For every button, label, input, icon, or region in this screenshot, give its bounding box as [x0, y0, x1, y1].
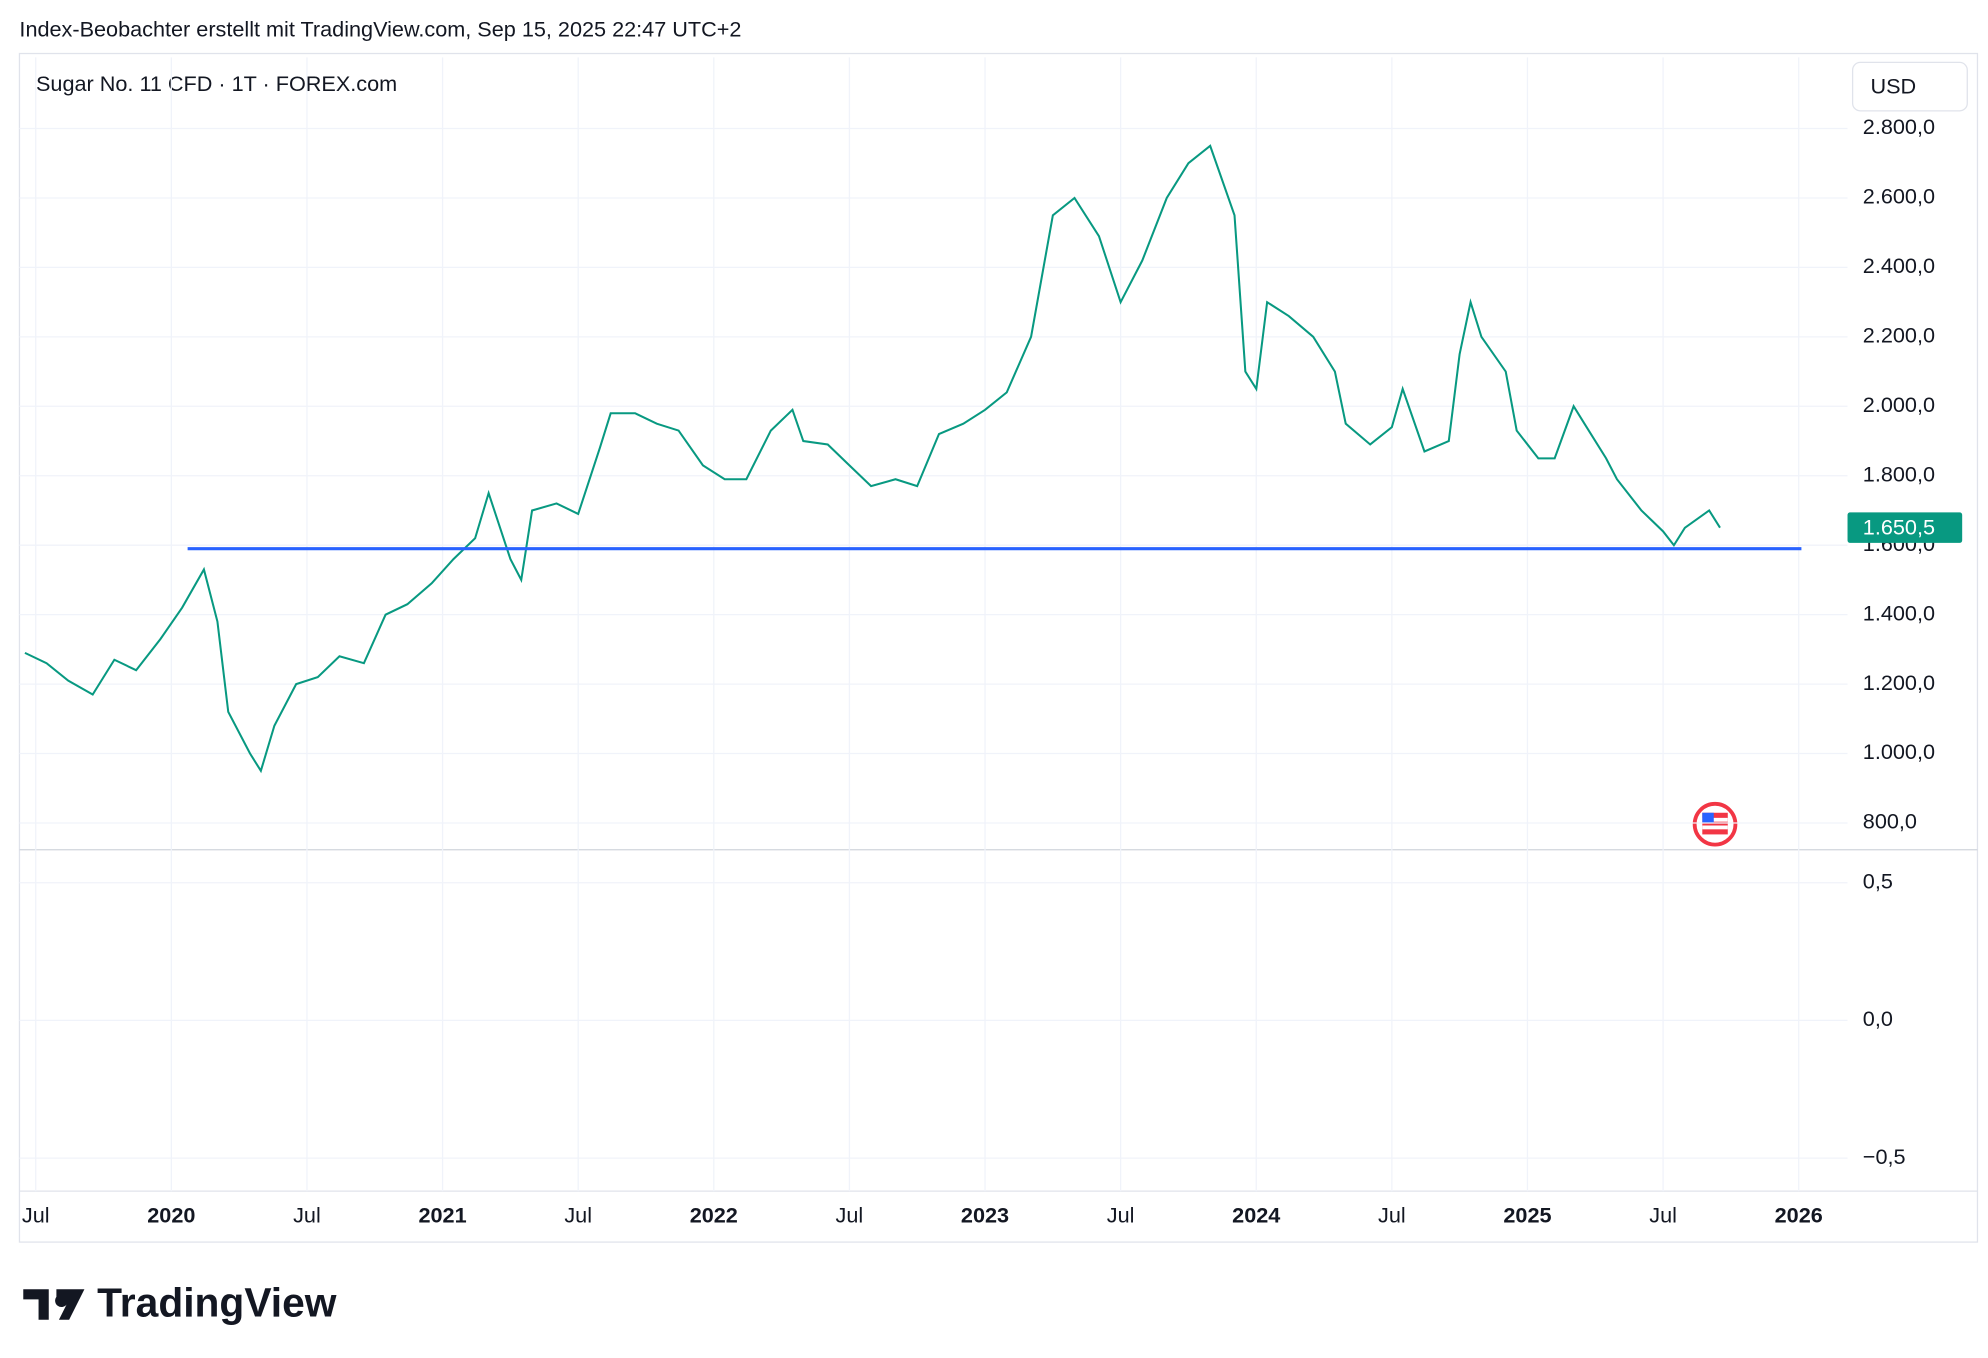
y-tick-label: 0,0 [1863, 1006, 1893, 1031]
y-tick-label: 1.000,0 [1863, 739, 1935, 764]
y-tick-label: 1.200,0 [1863, 670, 1935, 695]
x-tick-label: 2020 [147, 1202, 195, 1227]
last-price-label: 1.650,5 [1863, 515, 1935, 540]
x-tick-label: 2024 [1232, 1202, 1280, 1227]
y-tick-label: 1.800,0 [1863, 461, 1935, 486]
y-tick-label: −0,5 [1863, 1144, 1906, 1169]
header: Index-Beobachter erstellt mit TradingVie… [19, 16, 741, 41]
y-tick-label: 2.600,0 [1863, 184, 1935, 209]
y-tick-label: 2.200,0 [1863, 323, 1935, 348]
logo: TradingView [23, 1280, 337, 1326]
y-tick-label: 800,0 [1863, 809, 1917, 834]
x-tick-label: Jul [293, 1202, 321, 1227]
currency-button[interactable] [1851, 61, 1968, 112]
y-tick-label: 2.400,0 [1863, 253, 1935, 278]
y-tick-label: 0,5 [1863, 868, 1893, 893]
frame [18, 52, 1979, 1243]
x-tick-label: Jul [22, 1202, 50, 1227]
y-tick-label: 2.000,0 [1863, 392, 1935, 417]
x-tick-label: 2025 [1503, 1202, 1551, 1227]
x-tick-label: Jul [1378, 1202, 1406, 1227]
flag-icon [1692, 801, 1738, 847]
chart-title: Sugar No. 11 CFD · 1T · FOREX.com [36, 71, 397, 96]
x-tick-label: Jul [564, 1202, 592, 1227]
x-tick-label: Jul [1107, 1202, 1135, 1227]
price-line [24, 144, 1721, 774]
currency[interactable]: USD [1870, 74, 1916, 99]
y-tick-label: 2.800,0 [1863, 114, 1935, 139]
x-tick-label: Jul [836, 1202, 864, 1227]
x-tick-label: 2022 [690, 1202, 738, 1227]
x-tick-label: 2026 [1775, 1202, 1823, 1227]
x-tick-label: 2021 [418, 1202, 466, 1227]
x-tick-label: Jul [1649, 1202, 1677, 1227]
logo-text: TradingView [97, 1280, 337, 1326]
x-tick-label: 2023 [961, 1202, 1009, 1227]
last-price-box [1847, 512, 1963, 543]
y-tick-label: 1.400,0 [1863, 600, 1935, 625]
